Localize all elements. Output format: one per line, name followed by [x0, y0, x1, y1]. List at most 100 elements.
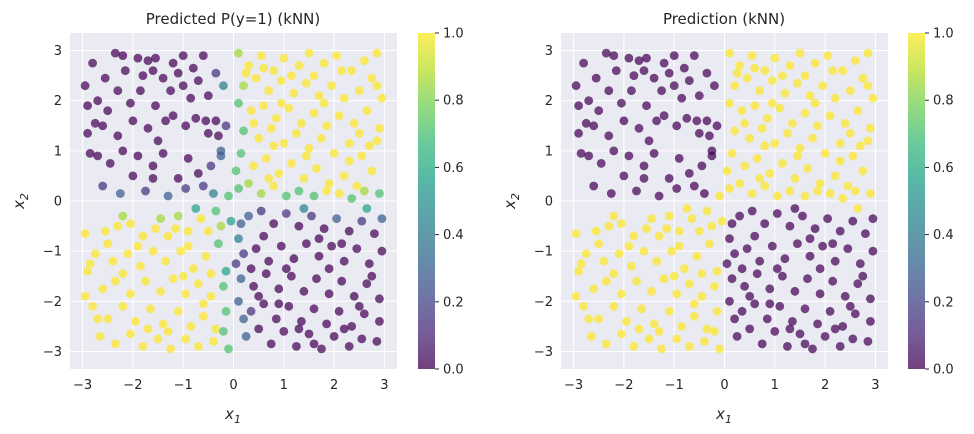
scatter-point	[750, 299, 760, 309]
scatter-point	[755, 86, 765, 96]
scatter-point	[654, 327, 664, 336]
scatter-point	[692, 251, 702, 261]
scatter-point	[178, 51, 188, 60]
scatter-point	[332, 51, 341, 60]
y-tick-label: 2	[54, 94, 62, 109]
scatter-point	[125, 329, 135, 339]
y-tick-label: 0	[545, 195, 553, 210]
scatter-point	[634, 123, 644, 133]
scatter-point	[735, 61, 744, 70]
scatter-point	[845, 86, 855, 96]
colorbar-tick-label: 0.8	[443, 94, 464, 109]
scatter-point	[576, 149, 586, 158]
x-tick-label: 1	[771, 378, 779, 393]
scatter-point	[850, 186, 860, 196]
scatter-point	[757, 123, 767, 133]
scatter-point	[808, 133, 817, 143]
scatter-point	[105, 159, 115, 168]
scatter-point	[163, 231, 173, 241]
scatter-point	[339, 324, 349, 334]
scatter-point	[596, 159, 606, 168]
scatter-point	[825, 111, 835, 121]
scatter-point	[314, 91, 324, 101]
scatter-point	[271, 314, 281, 324]
scatter-point	[183, 241, 193, 251]
scatter-point	[835, 226, 845, 236]
scatter-point	[138, 71, 148, 80]
scatter-point	[810, 98, 820, 108]
scatter-point	[669, 271, 679, 281]
scatter-point	[639, 246, 649, 256]
scatter-point	[584, 314, 594, 324]
scatter-point	[599, 256, 609, 266]
scatter-point	[264, 174, 274, 183]
scatter-point	[224, 344, 233, 354]
scatter-point	[271, 113, 281, 123]
scatter-point	[347, 322, 357, 331]
colorbar-gradient	[418, 33, 435, 369]
y-tick-label: 0	[54, 195, 62, 210]
scatter-point	[684, 76, 694, 85]
scatter-point	[745, 133, 755, 143]
scatter-point	[151, 101, 160, 111]
y-tick-label: −3	[43, 345, 62, 360]
scatter-point	[770, 138, 780, 148]
scatter-point	[687, 214, 697, 224]
x-tick-label: −2	[123, 378, 142, 393]
scatter-point	[772, 209, 782, 218]
left-chart-title: Predicted P(y=1) (kNN)	[146, 10, 321, 28]
scatter-point	[317, 344, 326, 354]
scatter-point	[735, 211, 744, 221]
scatter-point	[828, 66, 838, 75]
scatter-point	[108, 256, 118, 266]
scatter-point	[760, 219, 770, 229]
colorbar-tick-label: 0.6	[443, 161, 464, 176]
scatter-point	[810, 224, 820, 234]
scatter-point	[586, 332, 596, 341]
scatter-point	[664, 68, 674, 78]
scatter-point	[594, 106, 604, 116]
scatter-point	[845, 128, 855, 138]
scatter-point	[783, 128, 792, 138]
scatter-point	[231, 259, 241, 269]
scatter-point	[239, 314, 249, 324]
scatter-point	[249, 281, 258, 291]
scatter-point	[103, 239, 113, 249]
scatter-point	[191, 204, 201, 213]
scatter-point	[790, 204, 800, 213]
scatter-point	[284, 301, 294, 311]
scatter-point	[299, 204, 309, 213]
scatter-point	[830, 93, 840, 103]
scatter-point	[98, 181, 108, 191]
scatter-point	[309, 304, 319, 314]
left-colorbar: 0.0 0.2 0.4 0.6 0.8 1.0	[418, 27, 464, 378]
scatter-point	[171, 224, 181, 234]
scatter-point	[725, 234, 734, 244]
scatter-point	[800, 191, 810, 201]
scatter-point	[594, 314, 604, 324]
scatter-point	[203, 91, 213, 101]
scatter-point	[853, 106, 863, 116]
left-x-axis-label: x1	[224, 405, 241, 426]
scatter-point	[256, 206, 266, 216]
scatter-point	[788, 118, 797, 128]
scatter-point	[793, 78, 802, 88]
scatter-point	[166, 86, 176, 96]
scatter-point	[652, 256, 661, 266]
y-tick-label: 1	[545, 144, 553, 159]
scatter-point	[727, 149, 737, 158]
scatter-point	[364, 259, 374, 269]
scatter-point	[732, 332, 742, 341]
scatter-point	[737, 306, 747, 316]
scatter-point	[795, 48, 805, 58]
x-tick-label: 0	[229, 378, 237, 393]
scatter-point	[715, 344, 724, 354]
scatter-point	[579, 58, 588, 68]
scatter-point	[281, 264, 291, 274]
scatter-point	[274, 299, 284, 309]
scatter-point	[632, 276, 641, 286]
scatter-point	[259, 63, 269, 73]
x-tick-label: −2	[614, 378, 633, 393]
scatter-point	[254, 324, 264, 334]
x-tick-label: 1	[280, 378, 288, 393]
